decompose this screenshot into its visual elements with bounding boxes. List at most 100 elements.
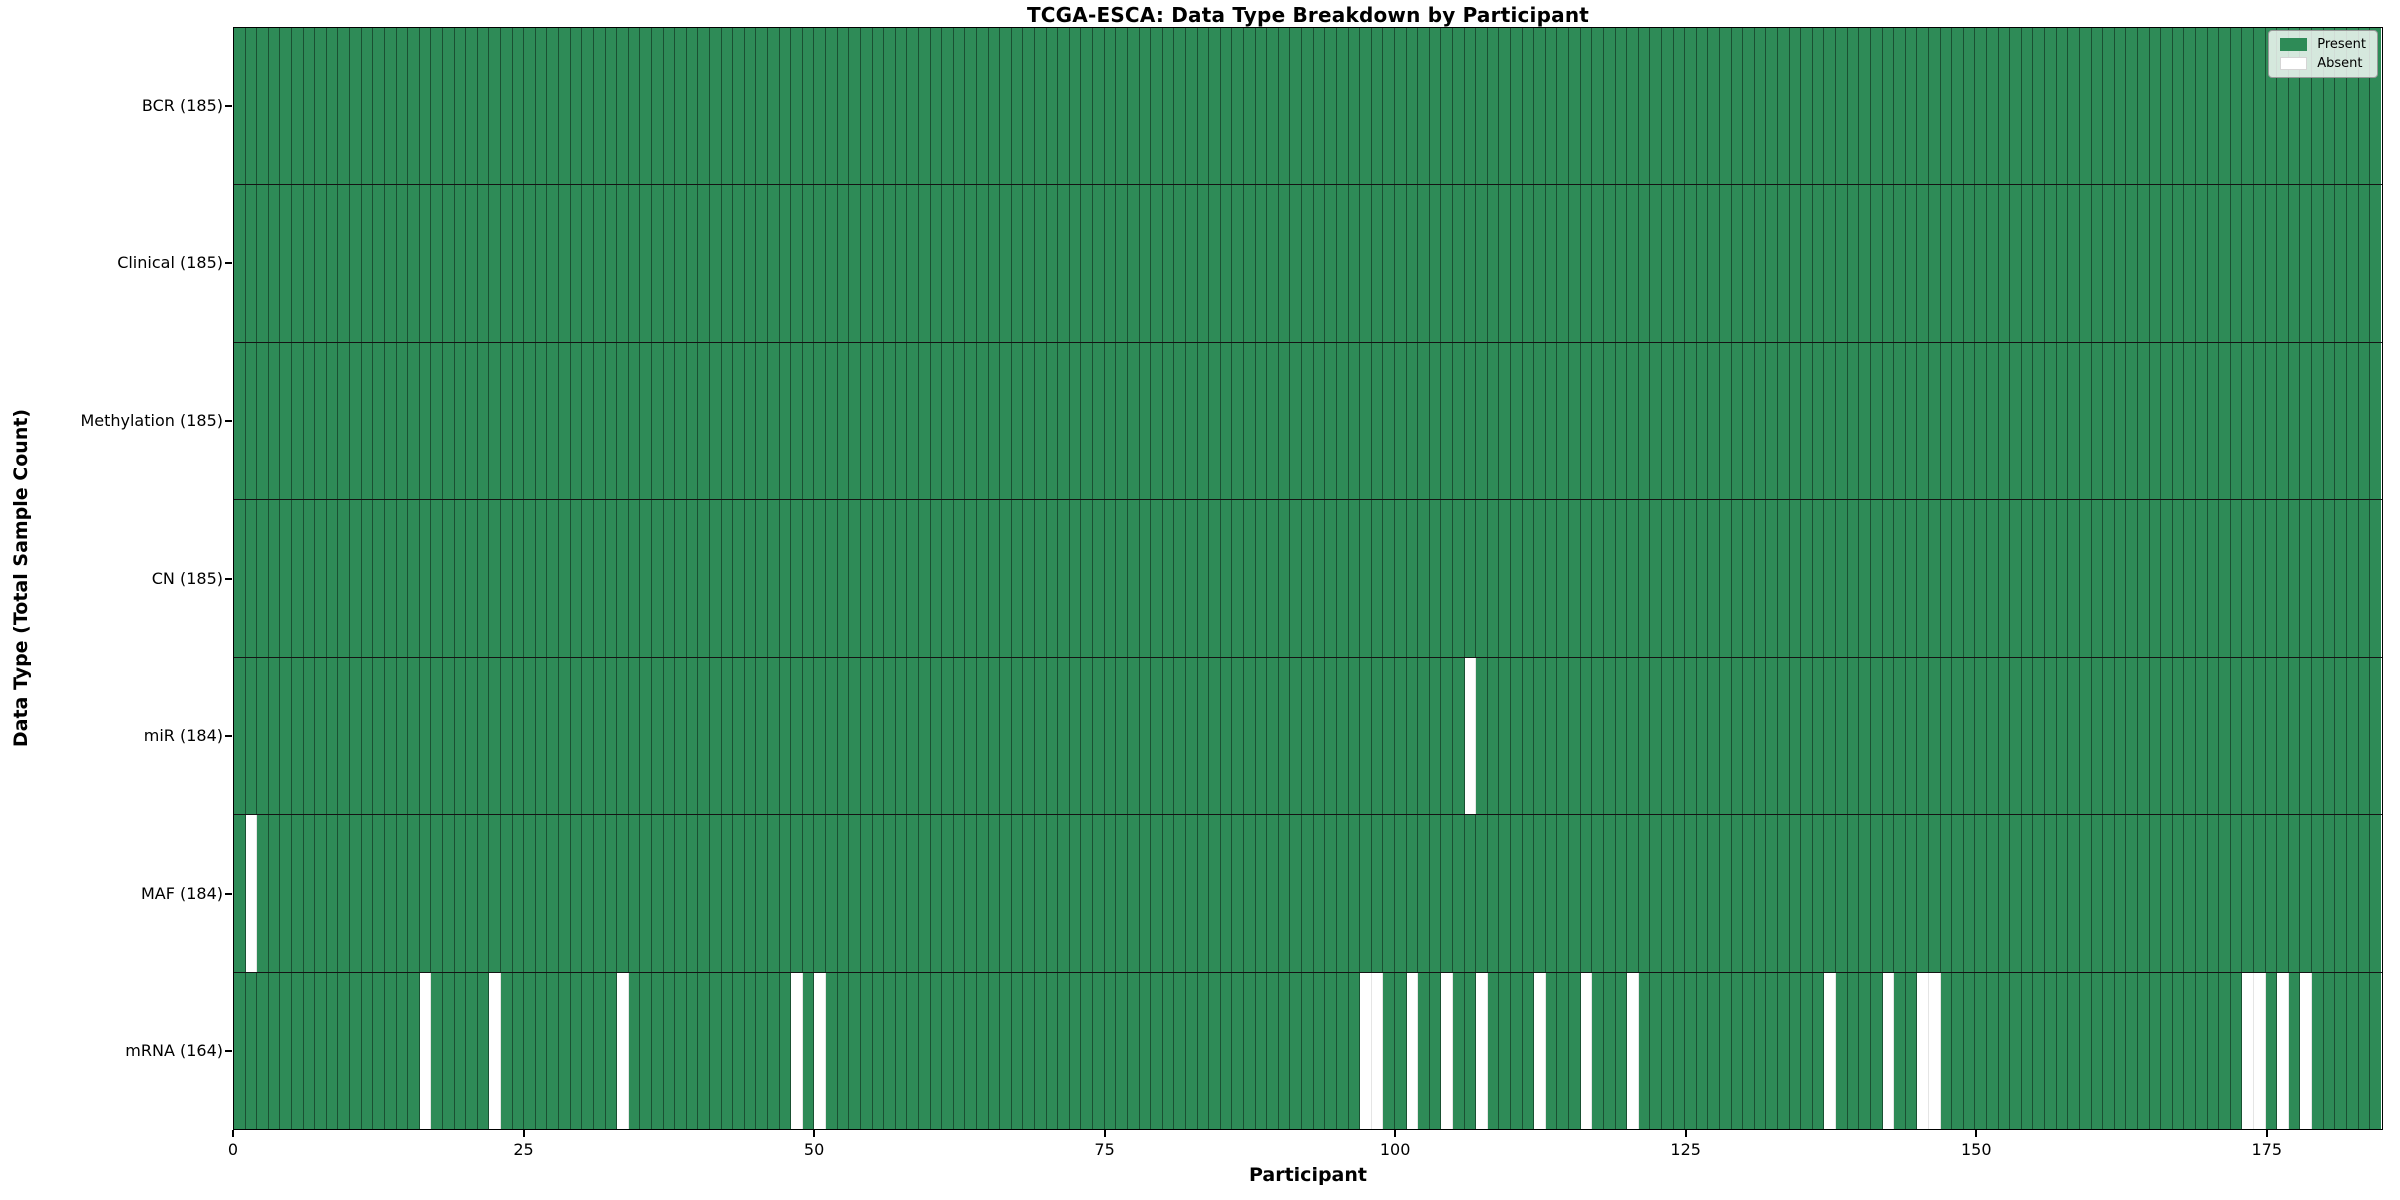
cell-present [1104,500,1117,657]
cell-present [860,28,873,185]
cell-present [2103,28,2115,185]
cell-present [1824,185,1837,342]
cell-present [501,972,513,1129]
cell-present [709,972,722,1129]
cell-present [1325,657,1337,815]
cell-present [1789,342,1802,500]
cell-present [2288,657,2301,815]
cell-present [1940,342,1953,500]
cell-present [1011,972,1024,1129]
cell-present [466,185,478,342]
cell-present [2114,342,2127,500]
cell-present [1255,28,1268,185]
cell-present [1278,657,1291,815]
cell-present [1534,657,1546,815]
cell-present [826,342,838,500]
cell-present [535,815,548,972]
cell-present [361,657,374,815]
cell-present [280,342,293,500]
cell-present [2172,815,2185,972]
cell-present [442,815,455,972]
cell-present [1987,972,1999,1129]
cell-present [1894,815,1906,972]
cell-present [1615,657,1628,815]
cell-present [1081,342,1094,500]
cell-present [2126,657,2138,815]
cell-present [1371,815,1384,972]
cell-present [2045,972,2057,1129]
cell-present [582,815,594,972]
cell-present [2254,185,2266,342]
cell-present [1952,28,1964,185]
cell-present [1081,185,1094,342]
cell-present [1209,657,1221,815]
cell-present [1836,815,1848,972]
cell-present [2184,657,2196,815]
cell-present [1778,972,1790,1129]
cell-present [1975,185,1988,342]
cell-present [651,972,664,1129]
cell-present [2335,500,2347,657]
cell-present [930,342,943,500]
cell-present [1232,185,1245,342]
cell-present [234,185,246,342]
cell-present [2056,657,2069,815]
cell-present [860,972,873,1129]
cell-present [1708,815,1720,972]
cell-present [2184,972,2196,1129]
cell-present [1406,342,1419,500]
cell-present [373,972,385,1129]
cell-present [872,500,885,657]
cell-absent [1534,972,1546,1129]
cell-present [2068,500,2080,657]
cell-present [721,815,734,972]
cell-present [1545,500,1558,657]
cell-present [721,342,734,500]
cell-present [547,342,560,500]
cell-present [1290,972,1303,1129]
cell-present [617,185,629,342]
cell-present [2300,657,2313,815]
cell-present [2300,500,2313,657]
cell-present [524,185,536,342]
cell-present [1058,815,1070,972]
cell-present [779,28,792,185]
cell-present [2300,342,2313,500]
cell-present [1209,815,1221,972]
cell-present [303,500,316,657]
cell-present [1093,815,1105,972]
cell-present [477,28,490,185]
cell-present [1592,185,1604,342]
cell-present [2184,815,2196,972]
cell-present [1452,815,1465,972]
cell-present [2219,815,2231,972]
cell-present [1360,657,1372,815]
cell-present [292,500,304,657]
cell-present [1244,657,1256,815]
cell-present [1859,342,1871,500]
cell-present [466,500,478,657]
cell-present [2300,185,2313,342]
cell-present [582,28,594,185]
cell-present [1824,342,1837,500]
cell-present [1336,815,1349,972]
cell-present [2137,185,2150,342]
cell-present [1093,500,1105,657]
cell-present [1336,657,1349,815]
cell-present [1046,342,1059,500]
cell-present [2207,815,2220,972]
cell-present [2126,500,2138,657]
cell-present [756,657,769,815]
cell-present [1778,657,1790,815]
cell-present [1116,500,1128,657]
cell-present [466,657,478,815]
cell-present [1592,815,1604,972]
cell-absent [1917,972,1929,1129]
cell-present [1661,815,1674,972]
x-tick-mark [1684,1130,1687,1137]
cell-present [2103,500,2115,657]
cell-present [1859,815,1871,972]
cell-present [1975,342,1988,500]
cell-present [234,972,246,1129]
x-tick-label: 50 [803,1140,825,1159]
